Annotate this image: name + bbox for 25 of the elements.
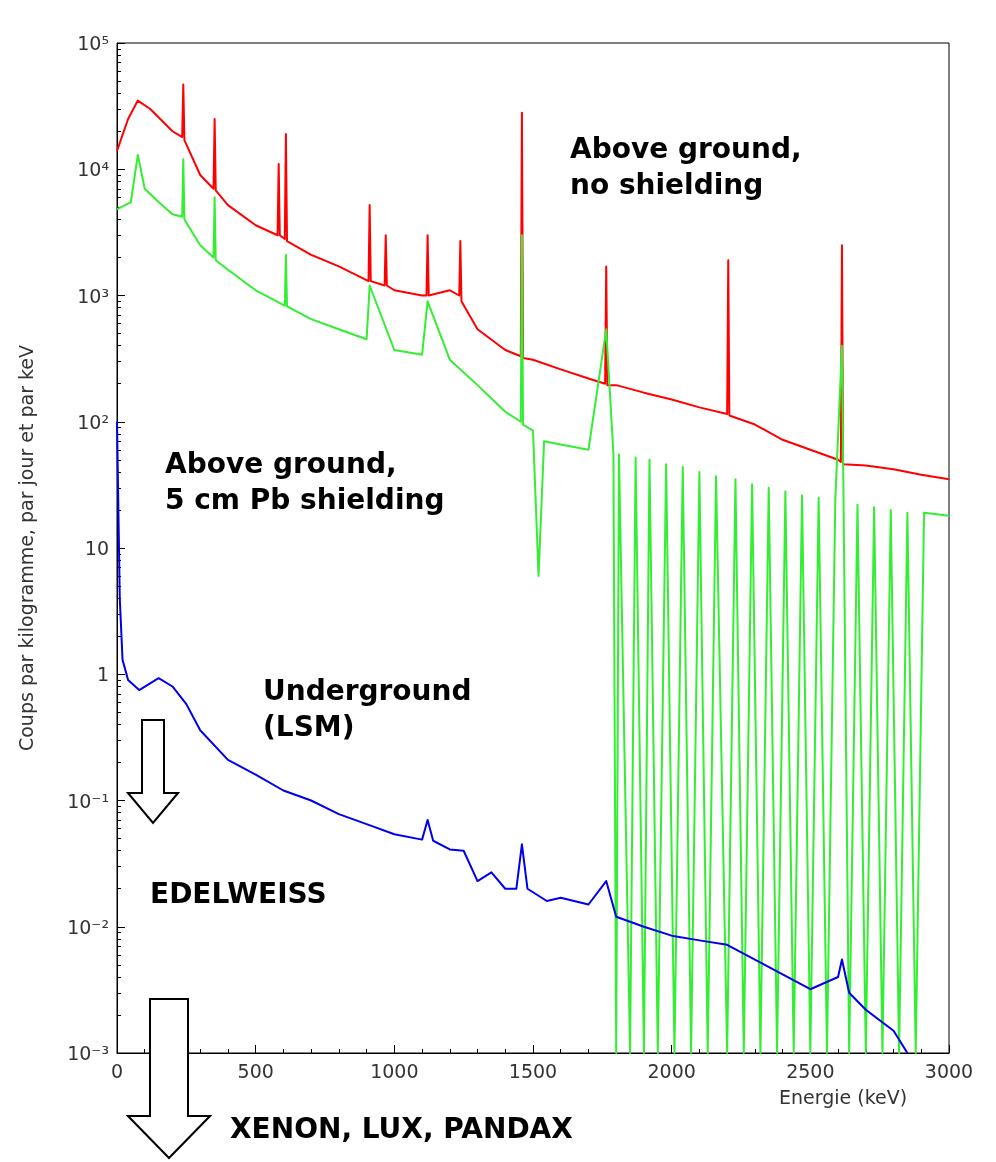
annotation: Above ground, no shielding bbox=[570, 131, 802, 201]
y-tick-label: 10³ bbox=[77, 284, 109, 307]
annotation: EDELWEISS bbox=[150, 876, 327, 910]
x-tick-label: 2500 bbox=[786, 1059, 835, 1082]
x-axis-title: Energie (keV) bbox=[779, 1085, 908, 1108]
x-tick-label: 3000 bbox=[924, 1059, 974, 1082]
x-tick-label: 500 bbox=[237, 1059, 274, 1082]
y-tick-label: 10⁵ bbox=[77, 32, 109, 54]
annotation: Above ground, 5 cm Pb shielding bbox=[165, 446, 445, 516]
y-tick-label: 10 bbox=[84, 537, 109, 559]
x-tick-label: 1000 bbox=[370, 1059, 419, 1082]
y-tick-label: 1 bbox=[96, 663, 109, 686]
y-tick-label: 10² bbox=[77, 410, 109, 433]
y-axis-title: Coups par kilogramme, par jour et par keV bbox=[14, 344, 37, 752]
y-tick-label: 10⁴ bbox=[77, 158, 110, 181]
x-tick-label: 2000 bbox=[647, 1059, 696, 1082]
line-series bbox=[116, 83, 950, 481]
y-tick-label: 10⁻³ bbox=[67, 1042, 109, 1064]
text: XENON, LUX, PANDAX bbox=[230, 1111, 574, 1145]
line-series bbox=[116, 420, 909, 1054]
x-tick-label: 1500 bbox=[508, 1059, 558, 1082]
y-tick-label: 10⁻¹ bbox=[67, 789, 109, 812]
x-tick-label: 0 bbox=[110, 1059, 124, 1082]
annotation: Underground (LSM) bbox=[263, 673, 472, 743]
y-tick-label: 10⁻² bbox=[67, 915, 109, 938]
